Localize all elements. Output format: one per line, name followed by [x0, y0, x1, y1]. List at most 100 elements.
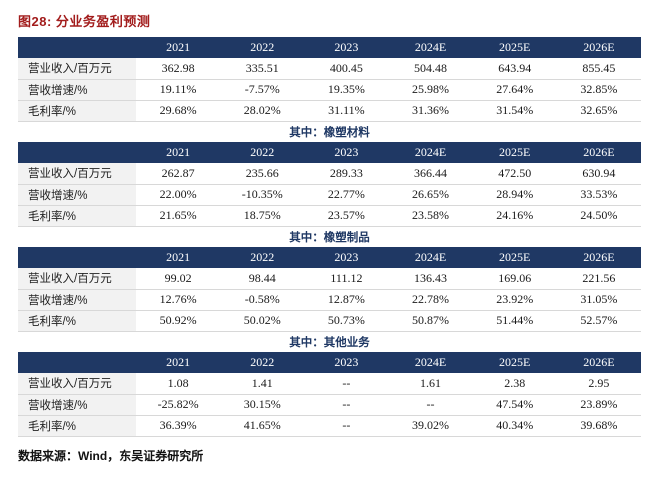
year-header-spacer-cell [18, 352, 136, 373]
row-label-cell: 毛利率/% [18, 100, 136, 122]
value-cell: 26.65% [388, 184, 473, 206]
row-label-cell: 营收增速/% [18, 184, 136, 206]
value-cell: 50.02% [220, 310, 305, 332]
table-row: 毛利率/% 36.39% 41.65% -- 39.02% 40.34% 39.68% [18, 415, 641, 437]
value-cell: 30.15% [220, 394, 305, 416]
value-cell: 19.35% [304, 79, 389, 101]
year-cell: 2024E [388, 352, 473, 373]
year-header-row: 2021 2022 2023 2024E 2025E 2026E [18, 247, 641, 268]
row-label-cell: 营业收入/百万元 [18, 58, 136, 80]
year-header-row: 2021 2022 2023 2024E 2025E 2026E [18, 352, 641, 373]
value-cell: 504.48 [388, 58, 473, 80]
value-cell: 169.06 [472, 268, 557, 290]
value-cell: 29.68% [136, 100, 221, 122]
row-label-cell: 毛利率/% [18, 205, 136, 227]
value-cell: 643.94 [472, 58, 557, 80]
row-label-cell: 营收增速/% [18, 289, 136, 311]
year-cell: 2024E [388, 37, 473, 58]
value-cell: 21.65% [136, 205, 221, 227]
value-cell: 855.45 [556, 58, 641, 80]
table-row: 营业收入/百万元 1.08 1.41 -- 1.61 2.38 2.95 [18, 373, 641, 395]
year-cell: 2024E [388, 247, 473, 268]
year-cell: 2026E [556, 247, 641, 268]
value-cell: 23.57% [304, 205, 389, 227]
section-header-row: 其中：其他业务 [18, 331, 641, 352]
value-cell: 472.50 [472, 163, 557, 185]
value-cell: 1.08 [136, 373, 221, 395]
year-cell: 2026E [556, 142, 641, 163]
value-cell: 33.53% [556, 184, 641, 206]
row-label-cell: 营收增速/% [18, 394, 136, 416]
year-cell: 2023 [304, 37, 389, 58]
table-row: 毛利率/% 21.65% 18.75% 23.57% 23.58% 24.16% 24.50… [18, 205, 641, 227]
year-cell: 2025E [472, 352, 557, 373]
table-row: 营收增速/% 22.00% -10.35% 22.77% 26.65% 28.94% 33.… [18, 184, 641, 206]
value-cell: 262.87 [136, 163, 221, 185]
value-cell: 32.65% [556, 100, 641, 122]
year-cell: 2025E [472, 37, 557, 58]
table-row: 营业收入/百万元 362.98 335.51 400.45 504.48 643.94 85… [18, 58, 641, 80]
year-cell: 2024E [388, 142, 473, 163]
year-cell: 2023 [304, 247, 389, 268]
year-cell: 2023 [304, 352, 389, 373]
value-cell: 2.38 [472, 373, 557, 395]
value-cell: 235.66 [220, 163, 305, 185]
value-cell: 12.87% [304, 289, 389, 311]
value-cell: 50.87% [388, 310, 473, 332]
value-cell: 32.85% [556, 79, 641, 101]
value-cell: 41.65% [220, 415, 305, 437]
row-label-cell: 营业收入/百万元 [18, 373, 136, 395]
value-cell: 366.44 [388, 163, 473, 185]
value-cell: 22.77% [304, 184, 389, 206]
section-title-cell: 其中：橡塑制品 [18, 226, 641, 247]
value-cell: 39.68% [556, 415, 641, 437]
value-cell: 111.12 [304, 268, 389, 290]
year-cell: 2025E [472, 142, 557, 163]
year-cell: 2022 [220, 37, 305, 58]
value-cell: 23.89% [556, 394, 641, 416]
value-cell: 98.44 [220, 268, 305, 290]
value-cell: 23.92% [472, 289, 557, 311]
row-label-cell: 毛利率/% [18, 310, 136, 332]
table-row: 营收增速/% -25.82% 30.15% -- -- 47.54% 23.89% [18, 394, 641, 416]
row-label-cell: 营业收入/百万元 [18, 163, 136, 185]
section-header-row: 其中：橡塑制品 [18, 226, 641, 247]
value-cell: 31.11% [304, 100, 389, 122]
value-cell: 136.43 [388, 268, 473, 290]
value-cell: 289.33 [304, 163, 389, 185]
row-label-cell: 营业收入/百万元 [18, 268, 136, 290]
value-cell: 31.36% [388, 100, 473, 122]
year-cell: 2023 [304, 142, 389, 163]
value-cell: 12.76% [136, 289, 221, 311]
value-cell: 19.11% [136, 79, 221, 101]
value-cell: -7.57% [220, 79, 305, 101]
table-row: 毛利率/% 29.68% 28.02% 31.11% 31.36% 31.54% 32.65… [18, 100, 641, 122]
value-cell: -- [304, 394, 389, 416]
value-cell: 40.34% [472, 415, 557, 437]
value-cell: -0.58% [220, 289, 305, 311]
value-cell: 2.95 [556, 373, 641, 395]
year-header-row: 2021 2022 2023 2024E 2025E 2026E [18, 142, 641, 163]
year-cell: 2026E [556, 352, 641, 373]
value-cell: -25.82% [136, 394, 221, 416]
year-cell: 2022 [220, 247, 305, 268]
value-cell: 31.54% [472, 100, 557, 122]
report-figure: 图28: 分业务盈利预测 2021 2022 2023 2024E 2025E 2026E… [18, 14, 641, 463]
year-cell: 2021 [136, 247, 221, 268]
value-cell: -10.35% [220, 184, 305, 206]
data-source: 数据来源：Wind，东吴证券研究所 [18, 448, 204, 463]
value-cell: 400.45 [304, 58, 389, 80]
year-cell: 2021 [136, 352, 221, 373]
year-cell: 2026E [556, 37, 641, 58]
row-label-cell: 营收增速/% [18, 79, 136, 101]
value-cell: 50.73% [304, 310, 389, 332]
value-cell: 51.44% [472, 310, 557, 332]
section-title-cell: 其中：橡塑材料 [18, 121, 641, 142]
table-row: 毛利率/% 50.92% 50.02% 50.73% 50.87% 51.44% 52.57… [18, 310, 641, 332]
year-cell: 2022 [220, 142, 305, 163]
value-cell: 52.57% [556, 310, 641, 332]
row-label-cell: 毛利率/% [18, 415, 136, 437]
table-row: 营业收入/百万元 99.02 98.44 111.12 136.43 169.06 221.… [18, 268, 641, 290]
year-header-spacer-cell [18, 247, 136, 268]
value-cell: 1.61 [388, 373, 473, 395]
